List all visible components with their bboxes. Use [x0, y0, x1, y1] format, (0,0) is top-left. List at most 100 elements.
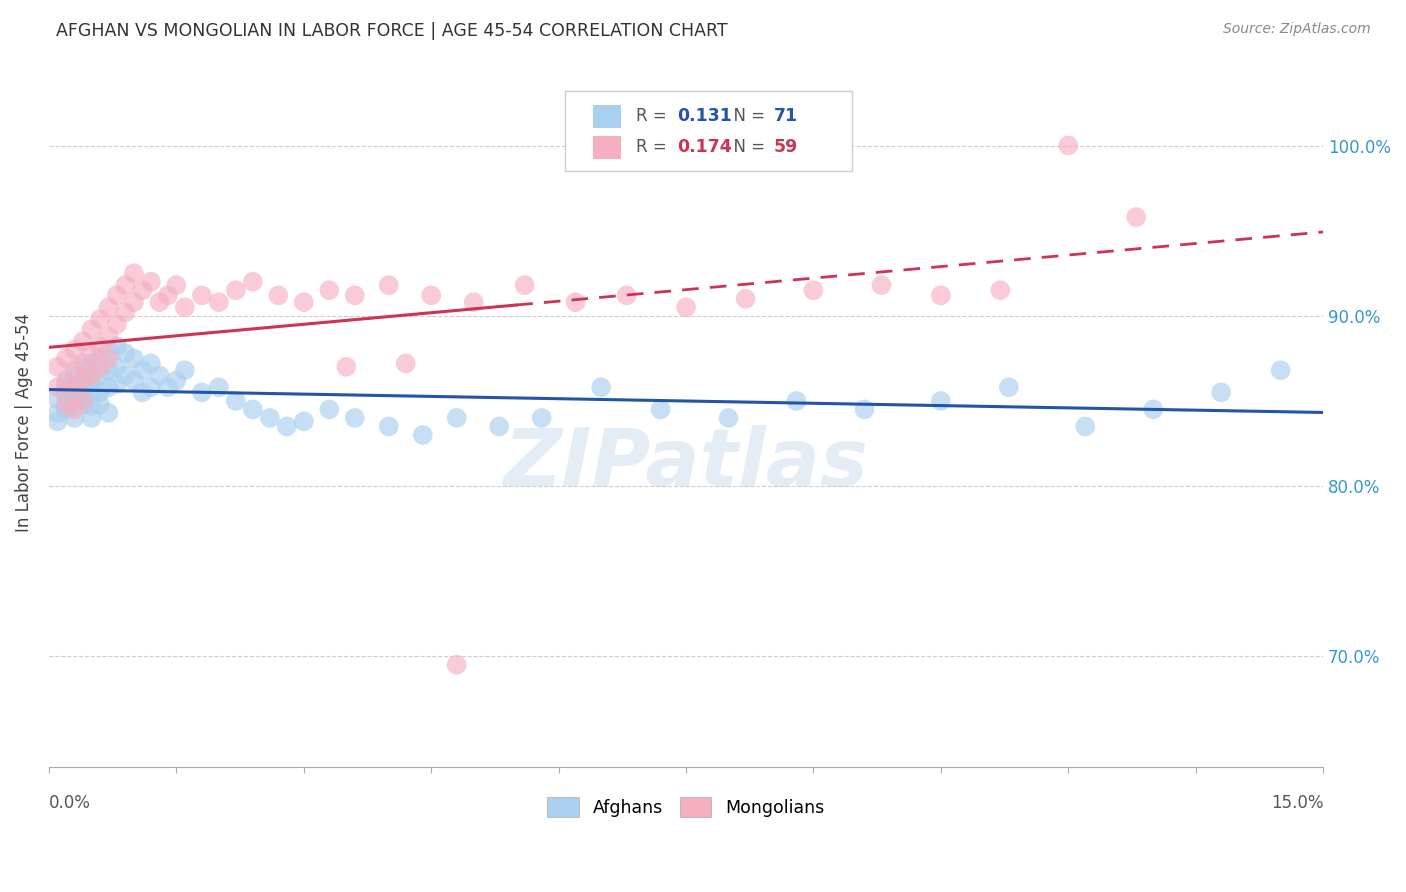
Point [97, 363, 120, 377]
Point [165, 278, 187, 293]
Point [131, 363, 153, 377]
Point [208, 380, 231, 394]
Point [276, 419, 298, 434]
Point [139, 380, 162, 394]
Point [343, 411, 366, 425]
Point [89, 368, 111, 383]
Text: 0.131: 0.131 [678, 107, 733, 126]
Text: 15.0%: 15.0% [1271, 794, 1323, 812]
Text: R =: R = [637, 138, 672, 156]
Point [564, 295, 586, 310]
Text: Source: ZipAtlas.com: Source: ZipAtlas.com [1223, 22, 1371, 37]
Point [225, 283, 247, 297]
Point [131, 283, 153, 297]
Point [463, 295, 485, 310]
Point [72, 397, 94, 411]
Text: N =: N = [723, 107, 770, 126]
Point [259, 411, 281, 425]
Point [105, 318, 128, 332]
Point [998, 380, 1021, 394]
Point [191, 385, 214, 400]
Point [63, 397, 86, 411]
Point [63, 402, 86, 417]
Point [292, 414, 315, 428]
Point [1211, 385, 1233, 400]
Point [72, 380, 94, 394]
Point [105, 376, 128, 391]
Point [46, 414, 69, 428]
Point [446, 657, 468, 672]
Point [173, 300, 195, 314]
Point [420, 288, 443, 302]
Point [72, 374, 94, 388]
Point [63, 368, 86, 383]
Point [803, 283, 825, 297]
Point [80, 385, 103, 400]
Point [89, 312, 111, 326]
Text: N =: N = [723, 138, 770, 156]
Point [650, 402, 672, 417]
Point [318, 402, 340, 417]
Point [55, 402, 77, 417]
Point [318, 283, 340, 297]
FancyBboxPatch shape [593, 136, 621, 159]
Point [63, 393, 86, 408]
FancyBboxPatch shape [593, 105, 621, 128]
Point [395, 356, 418, 370]
Point [114, 368, 136, 383]
Point [72, 334, 94, 349]
Point [97, 351, 120, 366]
Point [446, 411, 468, 425]
Point [80, 368, 103, 383]
Point [242, 402, 264, 417]
Text: 59: 59 [773, 138, 799, 156]
Text: 71: 71 [773, 107, 799, 126]
Point [97, 329, 120, 343]
Point [853, 402, 876, 417]
Point [616, 288, 638, 302]
Point [105, 359, 128, 374]
Point [1270, 363, 1292, 377]
Point [63, 411, 86, 425]
Point [131, 385, 153, 400]
Point [1125, 210, 1147, 224]
Point [191, 288, 214, 302]
Point [72, 359, 94, 374]
Y-axis label: In Labor Force | Age 45-54: In Labor Force | Age 45-54 [15, 313, 32, 532]
Point [412, 428, 434, 442]
Point [46, 380, 69, 394]
Point [63, 380, 86, 394]
Point [675, 300, 697, 314]
Point [377, 278, 399, 293]
Legend: Afghans, Mongolians: Afghans, Mongolians [540, 789, 831, 823]
Point [122, 295, 145, 310]
Point [1074, 419, 1097, 434]
Point [165, 374, 187, 388]
Point [173, 363, 195, 377]
Point [89, 385, 111, 400]
Point [343, 288, 366, 302]
Point [122, 374, 145, 388]
Point [1142, 402, 1164, 417]
Point [377, 419, 399, 434]
Point [530, 411, 553, 425]
Point [89, 359, 111, 374]
Point [139, 275, 162, 289]
Point [122, 351, 145, 366]
Point [208, 295, 231, 310]
Point [55, 351, 77, 366]
Point [929, 288, 952, 302]
Text: 0.0%: 0.0% [49, 794, 91, 812]
Point [513, 278, 536, 293]
Point [72, 384, 94, 398]
Point [72, 356, 94, 370]
Point [139, 356, 162, 370]
Point [148, 368, 170, 383]
Point [55, 399, 77, 413]
Point [870, 278, 893, 293]
Point [122, 266, 145, 280]
Text: 0.174: 0.174 [678, 138, 733, 156]
Point [292, 295, 315, 310]
Point [63, 363, 86, 377]
Point [591, 380, 613, 394]
